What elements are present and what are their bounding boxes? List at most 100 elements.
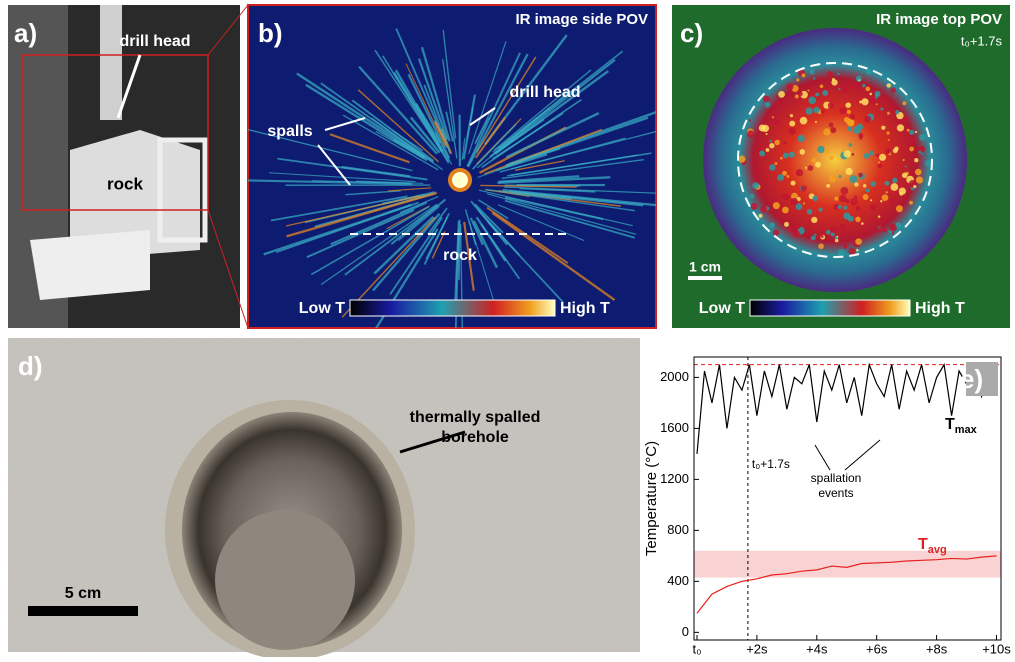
speckle	[784, 222, 789, 227]
speckle	[854, 182, 858, 186]
speckle	[824, 148, 829, 153]
speckle	[769, 140, 772, 143]
speckle	[815, 121, 817, 123]
speckle	[853, 126, 861, 134]
panel-label: a)	[14, 18, 37, 48]
speckle	[847, 110, 851, 114]
speckle	[864, 153, 870, 159]
speckle	[915, 169, 922, 176]
annotation: rock	[443, 247, 477, 264]
speckle	[914, 158, 918, 162]
speckle	[747, 130, 754, 137]
speckle	[752, 182, 759, 189]
annotation: thermally spalled	[410, 409, 541, 426]
x-tick-label: t₀	[692, 641, 701, 656]
hot-spot	[450, 170, 470, 190]
speckle	[894, 146, 898, 150]
speckle	[800, 117, 808, 125]
x-tick-label: +10s	[982, 641, 1011, 656]
speckle	[869, 151, 874, 156]
speckle	[919, 134, 926, 141]
speckle	[870, 204, 876, 210]
speckle	[807, 209, 812, 214]
speckle	[791, 181, 796, 186]
speckle	[780, 157, 783, 160]
speckle	[907, 129, 910, 132]
speckle	[802, 73, 806, 77]
speckle	[909, 147, 914, 152]
speckle	[907, 138, 913, 144]
speckle	[769, 222, 775, 228]
annotation: borehole	[441, 429, 509, 446]
annotation: spalls	[267, 123, 312, 140]
speckle	[902, 173, 908, 179]
speckle	[858, 133, 863, 138]
speckle	[811, 217, 817, 223]
speckle	[884, 181, 889, 186]
speckle	[776, 95, 779, 98]
y-tick-label: 1600	[660, 420, 689, 435]
speckle	[757, 168, 761, 172]
speckle	[813, 107, 819, 113]
speckle	[763, 96, 770, 103]
speckle	[829, 176, 836, 183]
speckle	[811, 160, 813, 162]
speckle	[852, 83, 858, 89]
speckle	[845, 102, 851, 108]
speckle	[780, 195, 782, 197]
speckle	[838, 249, 846, 257]
speckle	[878, 161, 880, 163]
drill-rod	[100, 5, 122, 120]
speckle	[795, 224, 801, 230]
speckle	[766, 133, 768, 135]
arrow	[815, 445, 830, 470]
speckle	[891, 183, 899, 191]
speckle	[862, 84, 865, 87]
speckle	[790, 114, 793, 117]
speckle	[800, 149, 805, 154]
speckle	[836, 171, 838, 173]
speckle	[784, 104, 786, 106]
speckle	[778, 91, 785, 98]
speckle	[890, 88, 896, 94]
speckle	[751, 160, 754, 163]
panel-a: a) drill head rock	[8, 5, 248, 328]
speckle	[896, 205, 903, 212]
speckle	[774, 140, 780, 146]
speckle	[759, 125, 766, 132]
speckle	[840, 107, 847, 114]
speckle	[870, 181, 876, 187]
speckle	[883, 228, 887, 232]
speckle	[909, 130, 914, 135]
speckle	[858, 173, 863, 178]
speckle	[791, 198, 799, 206]
speckle	[880, 108, 883, 111]
speckle	[849, 143, 853, 147]
speckle	[830, 226, 836, 232]
speckle	[902, 101, 906, 105]
speckle	[758, 214, 762, 218]
colorbar-high: High T	[560, 300, 610, 317]
speckle	[789, 127, 796, 134]
speckle	[801, 185, 807, 191]
speckle	[782, 207, 789, 214]
legend-label: Tmax	[945, 416, 978, 436]
speckle	[821, 235, 824, 238]
legend-main: T	[918, 536, 928, 553]
colorbar	[750, 300, 910, 316]
speckle	[913, 185, 916, 188]
legend-sub: avg	[928, 544, 947, 556]
speckle	[890, 179, 892, 181]
speckle	[783, 141, 786, 144]
speckle	[869, 93, 872, 96]
y-tick-label: 400	[667, 573, 689, 588]
speckle	[798, 135, 805, 142]
speckle	[819, 208, 823, 212]
speckle	[766, 148, 770, 152]
speckle	[870, 199, 872, 201]
speckle	[876, 103, 878, 105]
speckle	[829, 123, 834, 128]
speckle	[774, 119, 780, 125]
speckle	[895, 110, 899, 114]
speckle	[826, 230, 831, 235]
